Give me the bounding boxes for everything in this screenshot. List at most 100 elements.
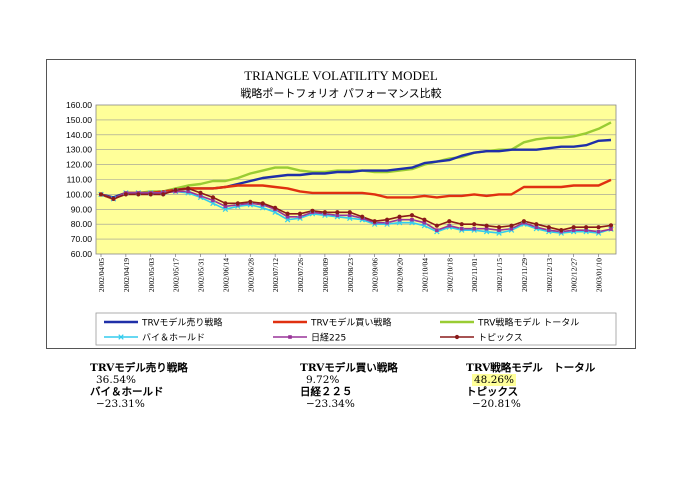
x-tick-label: 2002/06/14 [221, 258, 230, 292]
data-point [347, 210, 352, 215]
summary-name: TRVモデル買い戦略 [300, 362, 398, 374]
data-point [298, 214, 302, 219]
x-tick-label: 2002/05/17 [172, 258, 181, 292]
data-point [546, 225, 551, 230]
data-point [609, 227, 613, 231]
y-tick-label: 110.00 [67, 175, 93, 185]
legend-box [95, 312, 617, 346]
data-point [484, 223, 489, 228]
legend-marker [118, 334, 124, 340]
data-point [372, 219, 377, 224]
legend-marker [454, 334, 460, 340]
data-point [534, 222, 539, 227]
y-tick-label: 120.00 [66, 160, 92, 170]
data-point [223, 201, 228, 206]
data-point [384, 217, 390, 222]
data-point [211, 198, 215, 203]
x-tick-label: 2002/07/12 [271, 258, 280, 292]
data-point [547, 228, 551, 232]
data-point [347, 213, 352, 218]
x-tick-label: 2002/11/15 [495, 258, 504, 292]
legend-label: TRVモデル買い戦略 [310, 317, 391, 329]
y-tick-label: 90.00 [71, 204, 93, 214]
summary-value-highlighted: 48.26% [472, 374, 517, 386]
data-point [148, 192, 153, 197]
data-point [235, 201, 240, 206]
data-point [297, 211, 303, 216]
performance-chart: TRIANGLE VOLATILITY MODEL 戦略ポートフォリオ パフォーマ… [46, 59, 636, 349]
x-tick-label: 2002/12/13 [545, 258, 554, 292]
data-point [123, 192, 128, 197]
y-tick-label: 140.00 [66, 130, 92, 140]
legend-item: TRVモデル売り戦略 [104, 317, 222, 329]
data-point [198, 190, 203, 196]
chart-container: TRIANGLE VOLATILITY MODEL 戦略ポートフォリオ パフォーマ… [46, 59, 636, 349]
data-point [198, 194, 203, 198]
legend-item: バイ＆ホールド [104, 333, 205, 344]
legend-item: TRV戦略モデル トータル [440, 317, 579, 329]
data-point [422, 217, 427, 222]
data-point [459, 222, 464, 227]
data-point [397, 217, 402, 222]
data-point [285, 211, 290, 216]
summary-name: トピックス [466, 386, 519, 398]
data-point [136, 192, 141, 197]
data-point [161, 192, 166, 197]
data-point [559, 228, 564, 233]
x-tick-label: 2002/09/06 [371, 258, 380, 292]
summary-item-nikkei: 日経２２５ −23.34% [300, 386, 355, 410]
summary-value: 9.72% [306, 374, 340, 386]
data-point [509, 226, 514, 231]
x-tick-label: 2002/04/05 [97, 258, 106, 292]
x-tick-label: 2002/10/18 [445, 258, 454, 292]
data-point [472, 222, 477, 227]
data-point [472, 226, 476, 231]
data-point [335, 210, 340, 215]
x-tick-label: 2002/08/09 [321, 258, 330, 292]
data-point [273, 205, 278, 210]
legend-label: TRVモデル売り戦略 [141, 317, 222, 329]
summary-name: TRV戦略モデル トータル [466, 362, 596, 374]
data-point [596, 229, 601, 234]
data-point [584, 228, 588, 232]
data-point [422, 220, 427, 225]
data-point [496, 225, 502, 230]
x-tick-label: 2002/05/03 [147, 258, 156, 292]
data-point [285, 214, 290, 219]
y-tick-label: 60.00 [71, 249, 93, 259]
x-tick-label: 2002/09/20 [396, 258, 405, 292]
data-point [173, 187, 178, 193]
data-point [410, 217, 414, 222]
data-point [310, 208, 315, 213]
summary-name: 日経２２５ [300, 386, 353, 398]
legend-marker [288, 335, 292, 339]
data-point [260, 201, 265, 206]
summary-value: −20.81% [472, 398, 521, 410]
x-tick-label: 2002/06/28 [246, 258, 255, 292]
data-point [409, 213, 415, 218]
data-point [447, 223, 452, 228]
data-point [322, 210, 328, 215]
summary-name: バイ＆ホールド [90, 386, 164, 398]
summary-item-buyhold: バイ＆ホールド −23.31% [90, 386, 164, 410]
y-tick-label: 130.00 [66, 145, 92, 155]
y-tick-label: 70.00 [71, 234, 93, 244]
data-point [185, 186, 191, 191]
summary-item-buy: TRVモデル買い戦略 9.72% [300, 362, 398, 386]
legend-item: 日経225 [273, 332, 346, 344]
data-point [447, 219, 452, 224]
data-point [223, 204, 228, 209]
legend-label: 日経225 [311, 332, 346, 344]
series-line [100, 190, 612, 234]
data-point [111, 196, 116, 201]
x-tick-label: 2002/07/26 [296, 258, 305, 292]
data-point [497, 228, 501, 232]
data-point [484, 226, 489, 231]
summary-name: TRVモデル売り戦略 [90, 362, 188, 374]
data-point [397, 214, 402, 219]
data-point [335, 213, 340, 218]
x-tick-label: 2002/05/31 [197, 258, 206, 292]
y-tick-label: 150.00 [66, 115, 92, 125]
data-point [459, 226, 464, 231]
data-point [521, 219, 527, 224]
